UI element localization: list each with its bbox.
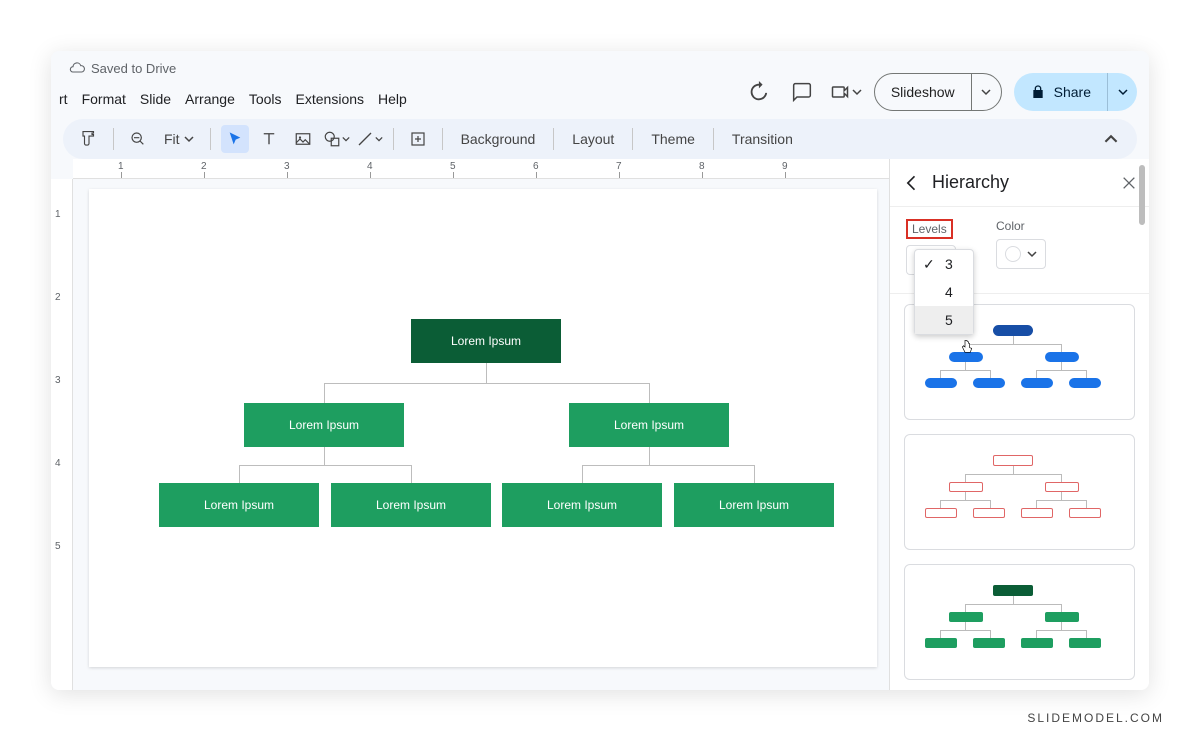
menu-format[interactable]: Format xyxy=(82,91,126,107)
app-window: Saved to Drive Slideshow Share xyxy=(51,51,1149,690)
menu-slide[interactable]: Slide xyxy=(140,91,171,107)
check-icon: ✓ xyxy=(923,256,935,273)
share-button[interactable]: Share xyxy=(1014,73,1107,111)
org-connector xyxy=(582,465,754,466)
present-camera-icon[interactable] xyxy=(830,76,862,108)
menu-help[interactable]: Help xyxy=(378,91,407,107)
org-connector xyxy=(411,465,412,483)
org-connector xyxy=(239,465,240,483)
text-box-icon[interactable] xyxy=(255,125,283,153)
layout-button[interactable]: Layout xyxy=(564,127,622,151)
cursor-pointer-icon xyxy=(959,338,975,356)
color-label: Color xyxy=(996,219,1046,233)
saved-to-drive: Saved to Drive xyxy=(69,60,176,76)
slideshow-dropdown[interactable] xyxy=(971,74,1001,110)
color-swatch-circle xyxy=(1005,246,1021,262)
comments-icon[interactable] xyxy=(786,76,818,108)
org-node[interactable]: Lorem Ipsum xyxy=(411,319,561,363)
lock-icon xyxy=(1030,84,1046,100)
zoom-level[interactable]: Fit xyxy=(158,131,200,147)
background-button[interactable]: Background xyxy=(453,127,544,151)
org-node[interactable]: Lorem Ipsum xyxy=(569,403,729,447)
levels-option-4[interactable]: 4 xyxy=(915,278,973,306)
ruler-horizontal: 123456789 xyxy=(73,159,889,179)
org-node[interactable]: Lorem Ipsum xyxy=(159,483,319,527)
menu-insert-partial[interactable]: rt xyxy=(59,91,68,107)
top-right-controls: Slideshow Share xyxy=(742,73,1137,111)
levels-option-5[interactable]: 5 xyxy=(915,306,973,334)
color-picker[interactable] xyxy=(996,239,1046,269)
org-connector xyxy=(582,465,583,483)
share-dropdown[interactable] xyxy=(1107,73,1137,111)
paint-format-icon[interactable] xyxy=(75,125,103,153)
zoom-out-icon[interactable] xyxy=(124,125,152,153)
template-list xyxy=(890,293,1149,690)
select-tool-icon[interactable] xyxy=(221,125,249,153)
ruler-vertical: 12345 xyxy=(51,179,73,690)
new-slide-icon[interactable] xyxy=(404,125,432,153)
org-node[interactable]: Lorem Ipsum xyxy=(674,483,834,527)
org-connector xyxy=(324,447,325,465)
org-node[interactable]: Lorem Ipsum xyxy=(244,403,404,447)
toolbar-collapse-icon[interactable] xyxy=(1097,125,1125,153)
menu-arrange[interactable]: Arrange xyxy=(185,91,235,107)
canvas-area: 123456789 12345 Lorem IpsumLorem IpsumLo… xyxy=(51,159,889,690)
org-connector xyxy=(486,363,487,383)
org-node[interactable]: Lorem Ipsum xyxy=(331,483,491,527)
color-control: Color xyxy=(996,219,1046,275)
zoom-label: Fit xyxy=(164,131,180,147)
side-panel-header: Hierarchy xyxy=(890,159,1149,207)
org-connector xyxy=(324,383,325,403)
watermark: SLIDEMODEL.COM xyxy=(1027,711,1164,725)
workspace: 123456789 12345 Lorem IpsumLorem IpsumLo… xyxy=(51,159,1149,690)
org-connector xyxy=(324,383,649,384)
toolbar: Fit Background Layout Theme xyxy=(63,119,1137,159)
levels-label: Levels xyxy=(906,219,956,239)
transition-button[interactable]: Transition xyxy=(724,127,801,151)
history-icon[interactable] xyxy=(742,76,774,108)
line-icon[interactable] xyxy=(356,125,383,153)
template-card[interactable] xyxy=(904,564,1135,680)
share-label: Share xyxy=(1054,84,1091,100)
side-panel-title: Hierarchy xyxy=(932,172,1111,193)
saved-label: Saved to Drive xyxy=(91,61,176,76)
org-connector xyxy=(239,465,411,466)
levels-dropdown-menu: ✓ 3 4 5 xyxy=(914,249,974,335)
side-panel-hierarchy: Hierarchy Levels ✓ 3 xyxy=(889,159,1149,690)
theme-button[interactable]: Theme xyxy=(643,127,703,151)
share-button-group: Share xyxy=(1014,73,1137,111)
shape-icon[interactable] xyxy=(323,125,350,153)
slideshow-button[interactable]: Slideshow xyxy=(875,74,971,110)
back-icon[interactable] xyxy=(902,173,922,193)
cloud-icon xyxy=(69,60,85,76)
org-connector xyxy=(754,465,755,483)
org-node[interactable]: Lorem Ipsum xyxy=(502,483,662,527)
slide-canvas[interactable]: Lorem IpsumLorem IpsumLorem IpsumLorem I… xyxy=(89,189,877,667)
org-connector xyxy=(649,447,650,465)
menu-tools[interactable]: Tools xyxy=(249,91,282,107)
image-icon[interactable] xyxy=(289,125,317,153)
slideshow-button-group: Slideshow xyxy=(874,73,1002,111)
close-icon[interactable] xyxy=(1121,175,1137,191)
levels-control: Levels ✓ 3 4 xyxy=(906,219,956,275)
org-connector xyxy=(649,383,650,403)
template-card[interactable] xyxy=(904,434,1135,550)
menu-extensions[interactable]: Extensions xyxy=(296,91,364,107)
side-panel-controls: Levels ✓ 3 4 xyxy=(890,207,1149,293)
levels-option-3[interactable]: ✓ 3 xyxy=(915,250,973,278)
